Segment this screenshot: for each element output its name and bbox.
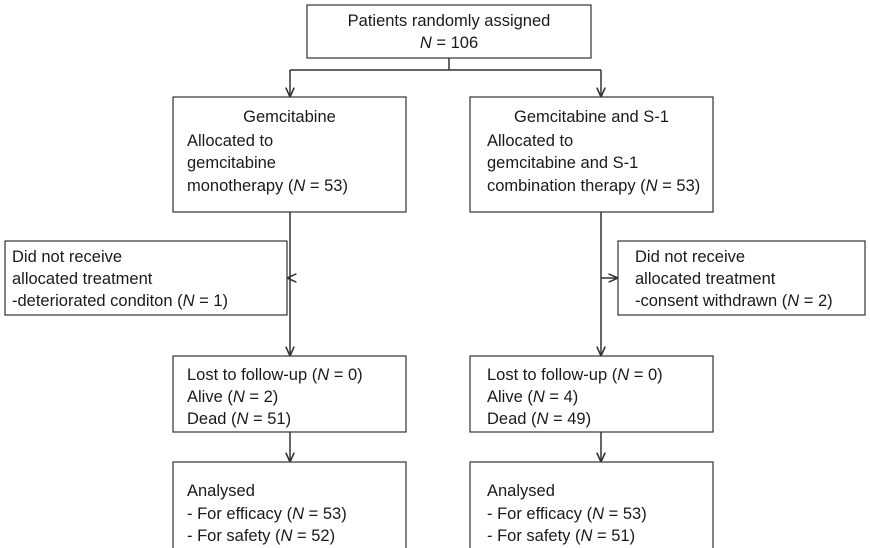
node-text: - For efficacy (N = 53)	[487, 505, 647, 523]
node-text: Dead (N = 51)	[187, 410, 291, 428]
node-text: allocated treatment	[635, 270, 776, 288]
node-box	[617, 240, 866, 316]
node-text: Allocated to	[487, 132, 573, 150]
node-box	[469, 355, 714, 433]
node-text: monotherapy (N = 53)	[187, 177, 348, 195]
node-text: Lost to follow-up (N = 0)	[487, 366, 663, 384]
node-box	[469, 96, 714, 213]
node-text: Patients randomly assigned	[348, 12, 551, 30]
node-box	[172, 461, 407, 548]
node-text: Gemcitabine and S-1	[514, 108, 669, 126]
node-text: N = 106	[420, 34, 478, 52]
node-box	[469, 461, 714, 548]
node-text: Gemcitabine	[243, 108, 336, 126]
node-text: Alive (N = 2)	[187, 388, 278, 406]
node-text: combination therapy (N = 53)	[487, 177, 700, 195]
node-text: Lost to follow-up (N = 0)	[187, 366, 363, 384]
node-text: - For efficacy (N = 53)	[187, 505, 347, 523]
node-text: gemcitabine and S-1	[487, 154, 638, 172]
node-text: - For safety (N = 51)	[487, 527, 635, 545]
node-text: Allocated to	[187, 132, 273, 150]
node-text: allocated treatment	[12, 270, 153, 288]
node-text: Alive (N = 4)	[487, 388, 578, 406]
node-text: Analysed	[487, 482, 555, 500]
node-box	[4, 240, 288, 316]
node-text: -consent withdrawn (N = 2)	[635, 292, 833, 310]
connectors	[287, 58, 618, 462]
node-box	[306, 4, 592, 59]
node-box	[172, 355, 407, 433]
node-text: Dead (N = 49)	[487, 410, 591, 428]
node-box	[172, 96, 407, 213]
node-text: Did not receive	[12, 248, 122, 266]
node-text: gemcitabine	[187, 154, 276, 172]
node-text: Did not receive	[635, 248, 745, 266]
node-text: Analysed	[187, 482, 255, 500]
node-text: -deteriorated conditon (N = 1)	[12, 292, 228, 310]
node-text: - For safety (N = 52)	[187, 527, 335, 545]
